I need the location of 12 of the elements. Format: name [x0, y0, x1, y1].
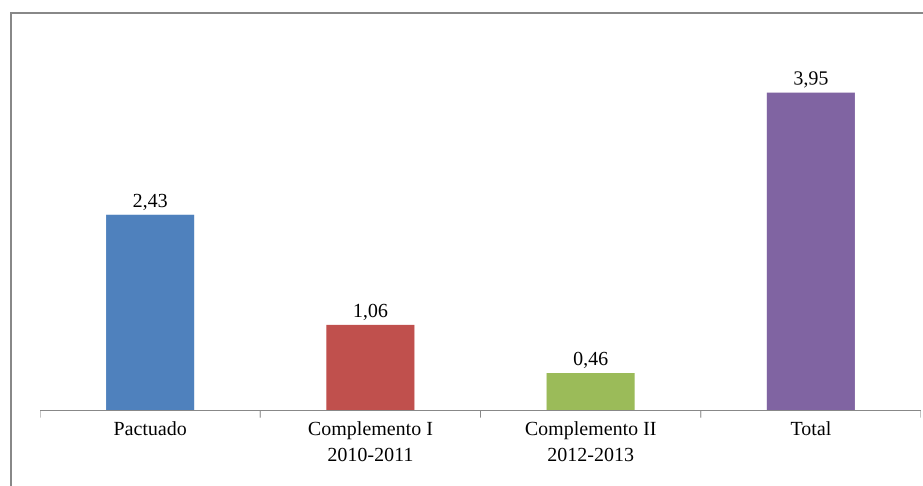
bar [326, 324, 414, 410]
x-tick-label: Total [790, 418, 832, 440]
data-label: 3,95 [793, 68, 828, 90]
data-label: 0,46 [573, 348, 608, 370]
x-tick-label: Complemento I 2010-2011 [308, 418, 433, 466]
data-label: 2,43 [132, 190, 168, 212]
data-label: 1,06 [352, 300, 388, 322]
x-tick-label: Pactuado [113, 418, 187, 440]
bar [106, 214, 194, 410]
bar [546, 373, 635, 410]
x-tick-label: Complemento II 2012-2013 [524, 418, 656, 466]
bar [766, 92, 855, 410]
